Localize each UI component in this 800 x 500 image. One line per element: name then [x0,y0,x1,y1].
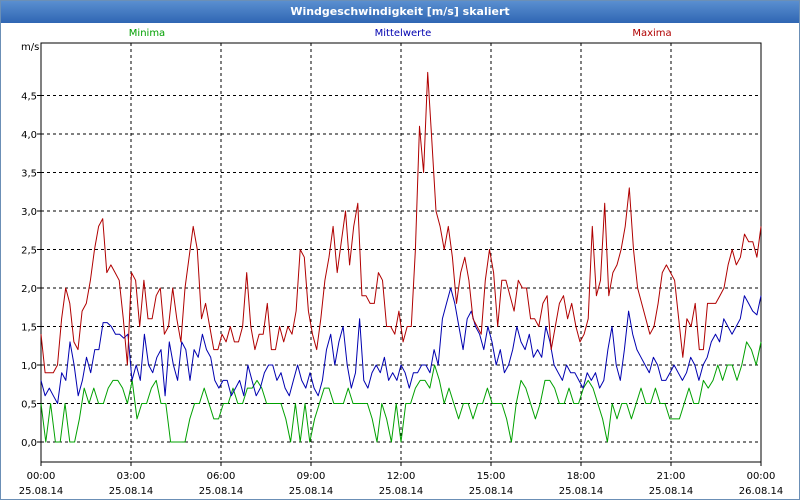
y-tick-label: 1,0 [21,361,37,372]
grid [41,43,761,462]
y-axis-ticks: 0,0 0,5 1,0 1,5 2,0 2,5 3,0 3,5 4,0 4,5 [21,92,41,449]
legend-item-mittelwerte: Mittelwerte [375,28,432,39]
x-tick-date: 25.08.14 [19,486,64,497]
x-axis-ticks: 00:00 25.08.14 03:00 25.08.14 06:00 25.08.14 0… [19,462,784,497]
x-tick-time: 06:00 [207,471,236,482]
x-tick-date: 25.08.14 [469,486,514,497]
y-tick-label: 0,0 [21,438,37,449]
x-tick-time: 15:00 [477,471,506,482]
y-tick-label: 2,5 [21,246,37,257]
legend-item-maxima: Maxima [632,28,671,39]
x-tick-date: 25.08.14 [199,486,244,497]
x-tick-time: 00:00 [27,471,56,482]
x-tick-time: 18:00 [567,471,596,482]
y-tick-label: 0,5 [21,400,37,411]
legend: Minima Mittelwerte Maxima [129,28,672,39]
x-tick-date: 25.08.14 [109,486,154,497]
y-tick-label: 4,5 [21,92,37,103]
series-line-maxima [40,71,762,374]
legend-item-minima: Minima [129,28,165,39]
series-lines [40,71,762,443]
x-tick-time: 09:00 [297,471,326,482]
x-tick-time: 00:00 [747,471,776,482]
y-tick-label: 3,5 [21,169,37,180]
x-tick-time: 21:00 [657,471,686,482]
x-tick-time: 12:00 [387,471,416,482]
series-line-mittelwerte [40,287,762,404]
y-tick-label: 3,0 [21,207,37,218]
y-tick-label: 4,0 [21,130,37,141]
chart-title: Windgeschwindigkeit [m/s] skaliert [1,1,799,23]
x-tick-date: 26.08.14 [739,486,784,497]
x-tick-date: 25.08.14 [379,486,424,497]
x-tick-date: 25.08.14 [559,486,604,497]
x-tick-date: 25.08.14 [649,486,694,497]
x-tick-time: 03:00 [117,471,146,482]
y-axis-label: m/s [21,42,39,53]
series-line-minima [40,341,762,443]
y-tick-label: 2,0 [21,284,37,295]
y-tick-label: 1,5 [21,323,37,334]
x-tick-date: 25.08.14 [289,486,334,497]
